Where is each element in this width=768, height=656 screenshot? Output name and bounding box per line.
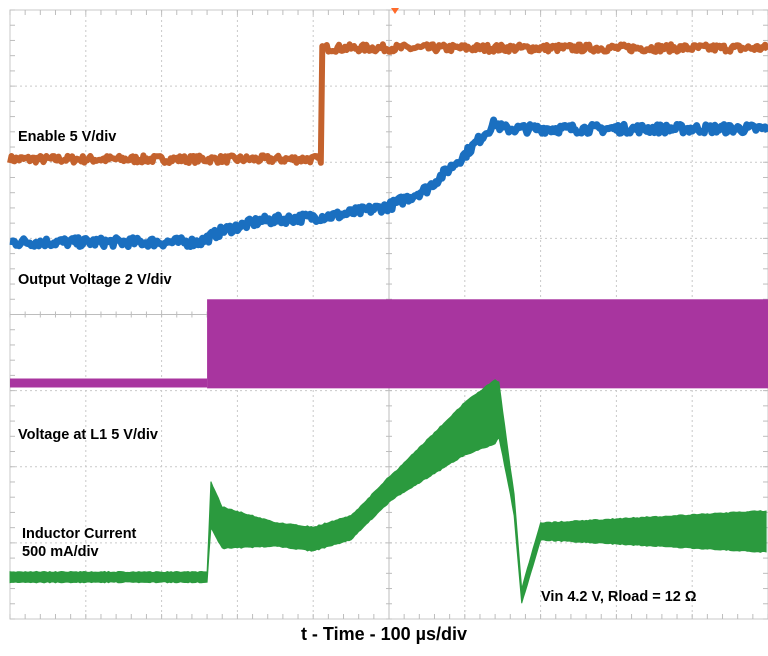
trace-output-voltage <box>8 116 768 250</box>
trace-l1-switching <box>207 299 768 389</box>
trace-inductor-current <box>9 379 767 604</box>
label-conditions: Vin 4.2 V, Rload = 12 Ω <box>541 589 697 605</box>
label-enable: Enable 5 V/div <box>18 129 116 145</box>
traces <box>7 41 768 604</box>
label-output-voltage: Output Voltage 2 V/div <box>18 272 172 288</box>
label-inductor-current-line1: Inductor Current <box>22 526 137 542</box>
trace-enable <box>7 41 768 166</box>
trace-labels: Enable 5 V/div Output Voltage 2 V/div Vo… <box>18 129 697 605</box>
label-l1-voltage: Voltage at L1 5 V/div <box>18 427 158 443</box>
x-axis-label: t - Time - 100 µs/div <box>300 624 468 644</box>
label-inductor-current-line2: 500 mA/div <box>22 544 99 560</box>
trigger-marker <box>391 8 399 14</box>
